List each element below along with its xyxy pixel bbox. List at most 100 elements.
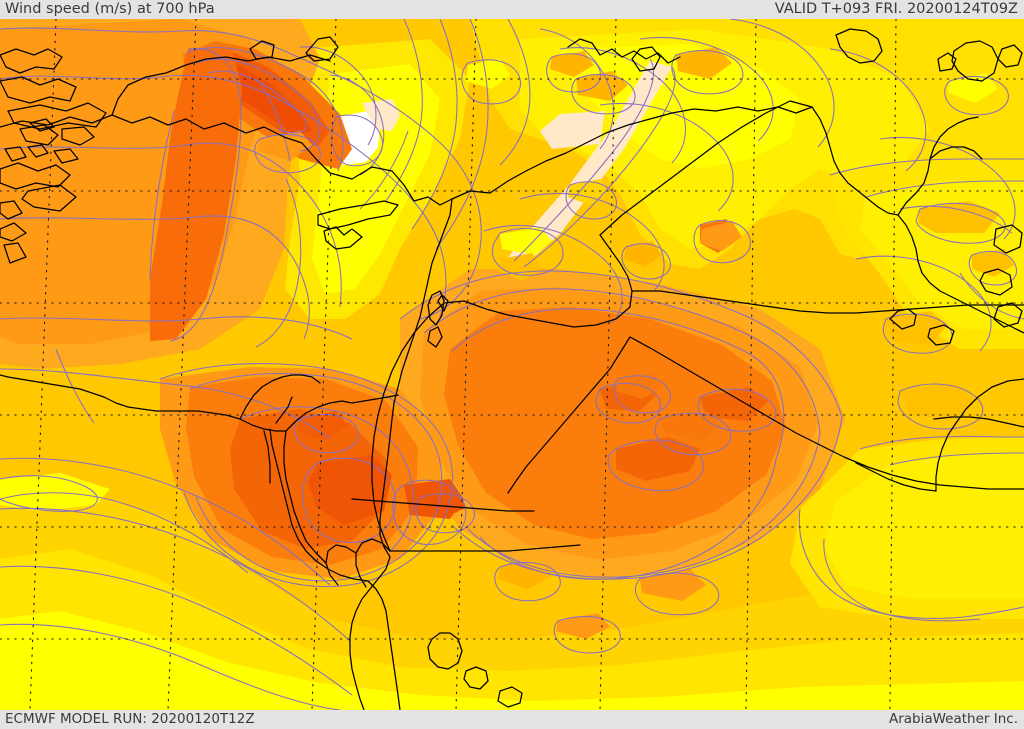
page-title: Wind speed (m/s) at 700 hPa: [5, 1, 215, 17]
island-qatar-area: [993, 302, 1023, 328]
header-band: Wind speed (m/s) at 700 hPa VALID T+093 …: [0, 0, 1024, 19]
contour-fill-bands: [0, 19, 1024, 710]
coastline-gulf-north: [929, 146, 983, 160]
border-jordan-north: [443, 234, 633, 328]
lake-sevan: [835, 28, 883, 64]
border-saudi-jordan-south: [389, 544, 581, 552]
coastline-red-sea-west: [367, 580, 401, 710]
lake-turkey-2: [249, 40, 275, 60]
coastline-gulf-arabian: [897, 214, 1024, 334]
small-orange-blob-4: [568, 179, 608, 205]
island-9: [3, 242, 27, 264]
small-orange-blob-10: [556, 613, 610, 639]
border-saudi-east: [629, 336, 1024, 490]
band-pale-low-core: [362, 99, 400, 131]
island-cyprus-2: [323, 226, 363, 250]
orange-patch-gulf-4: [972, 249, 1014, 277]
island-cyprus: [317, 200, 399, 230]
red-sea-island-1: [427, 632, 463, 670]
red-sea-island-3: [497, 686, 523, 708]
border-iraq-iran: [811, 106, 899, 216]
wind-speed-contour-svg: [0, 19, 1024, 710]
island-2: [61, 126, 95, 146]
small-yellow-blob-16: [948, 73, 998, 103]
small-orange-blob-3: [550, 51, 594, 77]
model-run-label: ECMWF MODEL RUN: 20200120T12Z: [5, 711, 255, 727]
small-orange-blob-7: [624, 241, 662, 267]
band-yellow-se-arabia-2: [824, 453, 1024, 599]
band-orange-central-core: [444, 307, 786, 539]
small-orange-blob-8: [660, 411, 722, 441]
gulf-of-suez-west: [283, 430, 327, 564]
suez-north: [285, 400, 353, 432]
small-orange-blob-13: [258, 131, 312, 161]
coastline-red-sea-east: [349, 556, 391, 710]
border-uae-saudi: [933, 416, 1024, 428]
footer-band: ECMWF MODEL RUN: 20200120T12Z ArabiaWeat…: [0, 710, 1024, 729]
border-turkey-syria-iraq: [451, 106, 813, 200]
border-oman-saudi: [855, 462, 937, 492]
band-yellow-south-3: [0, 611, 1024, 710]
island-7: [0, 200, 23, 220]
sinai-south: [325, 544, 357, 586]
small-orange-blob-9: [616, 373, 662, 399]
coastline-uae: [955, 378, 1024, 424]
yellow-blob-2: [466, 59, 510, 89]
sinai-north-coast: [351, 394, 399, 404]
small-orange-blob-11: [640, 569, 706, 601]
red-sea-island-2: [463, 666, 489, 690]
island-4: [53, 148, 79, 164]
coastline-levant: [379, 198, 453, 558]
island-gulf-small-2: [927, 324, 955, 346]
coastline-turkey-south: [0, 114, 453, 206]
nile-branch: [275, 396, 293, 424]
coastline-egypt-north: [155, 410, 287, 432]
border-turkey-north: [111, 54, 331, 116]
lake-iran-2: [937, 52, 957, 72]
nile-delta: [239, 374, 321, 420]
border-iraq-west: [599, 100, 813, 236]
contour-lines: [0, 19, 1024, 710]
orange-patch-gulf-3: [900, 383, 976, 419]
coastlines-and-borders: [0, 28, 1024, 710]
island-3: [27, 144, 49, 158]
small-orange-blob-15: [420, 491, 466, 519]
coastline-oman-north: [935, 422, 957, 492]
small-orange-blob-14: [298, 411, 348, 441]
lake-urmia: [951, 40, 999, 82]
small-orange-blob-2: [676, 47, 732, 79]
island-6: [4, 146, 27, 162]
dead-sea: [427, 290, 445, 326]
island-8: [0, 222, 27, 242]
nile-valley: [269, 428, 369, 582]
graticule-dotted: [0, 19, 1024, 710]
island-crete: [21, 184, 77, 212]
coastline-aegean-2: [0, 76, 77, 104]
coastline-libya-egypt: [0, 374, 157, 412]
border-saudi-north: [351, 498, 535, 512]
border-saudi-jordan-se: [507, 336, 631, 494]
island-gulf-small: [889, 308, 917, 330]
coastline-crete-north: [0, 162, 71, 190]
hotspot-nsaudi-3: [700, 387, 768, 421]
provider-credit: ArabiaWeather Inc.: [888, 711, 1018, 727]
coastline-aegean-north: [0, 48, 63, 74]
border-saudi-iraq: [631, 290, 1024, 314]
border-jordan-saudi-west: [371, 302, 445, 552]
island-qeshm: [993, 224, 1023, 254]
coastline-iran-gulf: [897, 116, 979, 216]
band-yellow-west-patch: [0, 473, 110, 511]
gulf-of-aqaba: [355, 538, 391, 588]
band-yellow-peak-syria: [560, 44, 800, 169]
nile-west-bank: [263, 430, 271, 484]
hotspot-nsaudi-1: [616, 437, 700, 481]
yellow-blob-1: [500, 227, 552, 255]
band-pale-euphrates: [505, 61, 672, 265]
sea-of-galilee: [437, 294, 449, 312]
orange-patch-gulf-1: [918, 201, 1000, 233]
map-canvas[interactable]: [0, 19, 1024, 710]
border-turkey-north-east: [567, 38, 681, 64]
island-5: [29, 118, 55, 132]
lake-van: [631, 46, 661, 72]
